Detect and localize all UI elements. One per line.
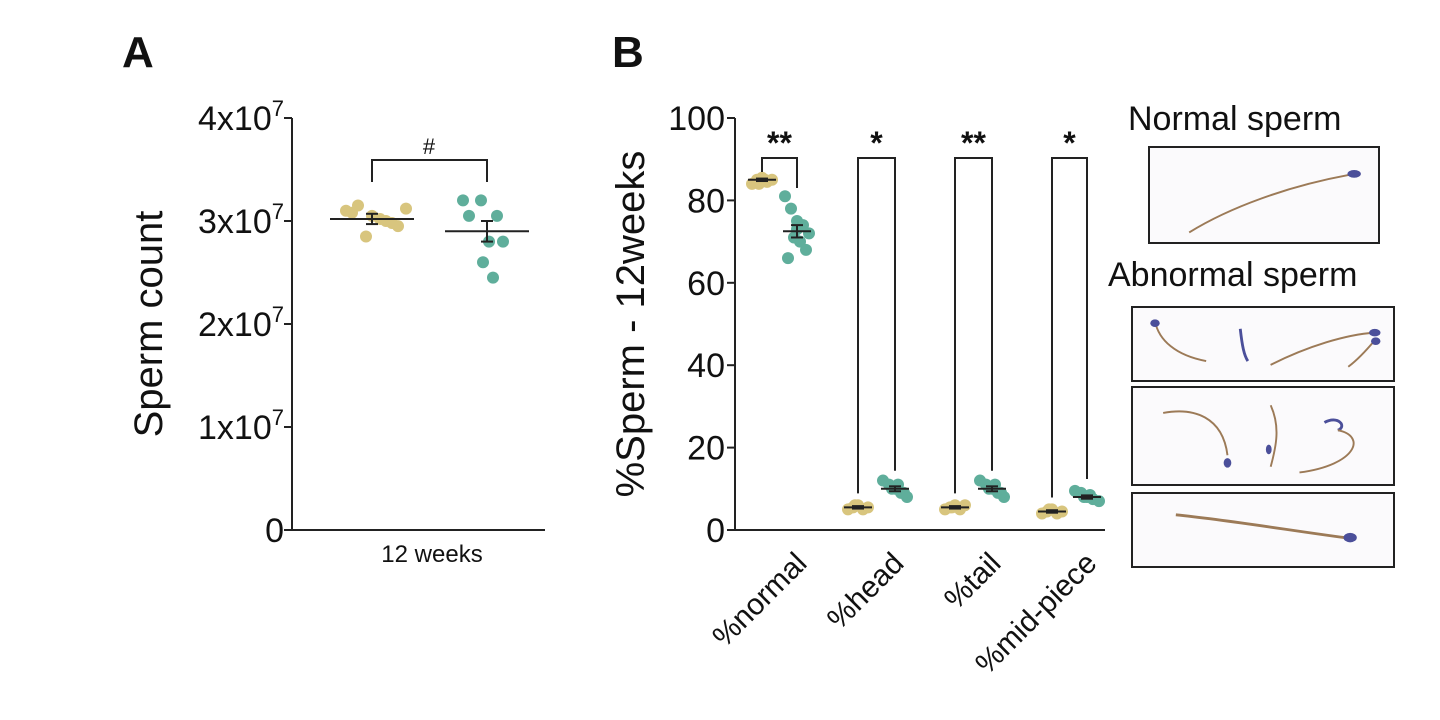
chart-a-y-tick-label: 1x107: [198, 405, 284, 447]
chart-b-x-tick-label: %tail: [938, 547, 1007, 616]
abnormal-sperm-drawing-3: [1175, 513, 1357, 543]
chart-a-point: [360, 230, 372, 243]
chart-a-y-tick-label: 4x107: [198, 96, 284, 138]
chart-b-x-tick-label: %normal: [706, 547, 813, 654]
chart-a-significance-label: #: [423, 134, 436, 159]
chart-a-y-tick-exponent: 7: [272, 405, 284, 430]
chart-b-significance-bracket: [1051, 157, 1088, 498]
normal-sperm-image: [1148, 146, 1380, 244]
chart-b-point: [782, 252, 794, 265]
panel-label-b: B: [612, 28, 644, 77]
chart-b: 0 20 40 60 80 100 %Sperm - 12weeks ** %normal * %h…: [609, 100, 1105, 681]
chart-b-y-tick-label: 40: [687, 347, 725, 385]
chart-b-significance-label: *: [870, 125, 883, 161]
chart-a-point: [491, 209, 503, 222]
chart-b-y-label: %Sperm - 12weeks: [609, 151, 653, 498]
chart-b-significance-bracket: [857, 157, 896, 494]
chart-b-significance-label: *: [1063, 125, 1076, 161]
chart-a-point: [487, 271, 499, 284]
chart-a-point: [463, 209, 475, 222]
abnormal-sperm-title: Abnormal sperm: [1108, 256, 1358, 294]
chart-b-y-tick-label: 20: [687, 430, 725, 468]
normal-sperm-drawing: [1188, 170, 1361, 234]
chart-b-point: [898, 486, 910, 499]
normal-sperm-title: Normal sperm: [1128, 100, 1342, 138]
chart-a-point: [346, 206, 358, 219]
chart-a-point: [497, 235, 509, 248]
abnormal-sperm-drawing-1: [1150, 319, 1381, 368]
chart-a-y-tick-label: 0: [265, 512, 284, 550]
chart-b-y-tick-label: 80: [687, 182, 725, 220]
chart-b-significance-bracket: [761, 157, 798, 188]
chart-a-y-label: Sperm count: [127, 211, 171, 438]
chart-a-y-tick-exponent: 7: [272, 199, 284, 224]
panel-label-a: A: [122, 28, 154, 77]
chart-a-point: [477, 256, 489, 269]
chart-b-point: [803, 227, 815, 240]
chart-a-x-label: 12 weeks: [381, 541, 482, 568]
chart-b-significance-label: **: [961, 125, 986, 161]
chart-a: 0 1x107 2x107 3x107 4x107 12 weeks Sperm count…: [127, 96, 545, 568]
chart-a-point: [386, 217, 398, 230]
abnormal-sperm-image-3: [1131, 492, 1395, 568]
chart-a-y-tick-label: 2x107: [198, 302, 284, 344]
chart-a-y-tick-exponent: 7: [272, 302, 284, 327]
chart-a-point: [457, 194, 469, 207]
chart-b-point: [1093, 495, 1105, 508]
chart-b-point: [785, 202, 797, 215]
abnormal-sperm-image-1: [1131, 306, 1395, 382]
chart-b-y-tick-label: 60: [687, 265, 725, 303]
chart-a-y-tick-label: 3x107: [198, 199, 284, 241]
chart-b-y-tick-label: 100: [668, 100, 725, 138]
chart-b-x-tick-label: %head: [821, 547, 910, 636]
abnormal-sperm-image-2: [1131, 386, 1395, 486]
chart-b-point: [995, 486, 1007, 499]
chart-a-point: [475, 194, 487, 207]
chart-b-point: [794, 235, 806, 248]
chart-a-y-tick-exponent: 7: [272, 96, 284, 121]
chart-a-point: [400, 202, 412, 215]
abnormal-sperm-drawing-2: [1162, 404, 1355, 474]
chart-b-significance-label: **: [767, 125, 792, 161]
chart-b-point: [779, 190, 791, 203]
chart-a-significance-bracket: [371, 159, 488, 182]
chart-b-point: [800, 243, 812, 256]
chart-b-y-tick-label: 0: [706, 512, 725, 550]
chart-b-significance-bracket: [954, 157, 993, 494]
